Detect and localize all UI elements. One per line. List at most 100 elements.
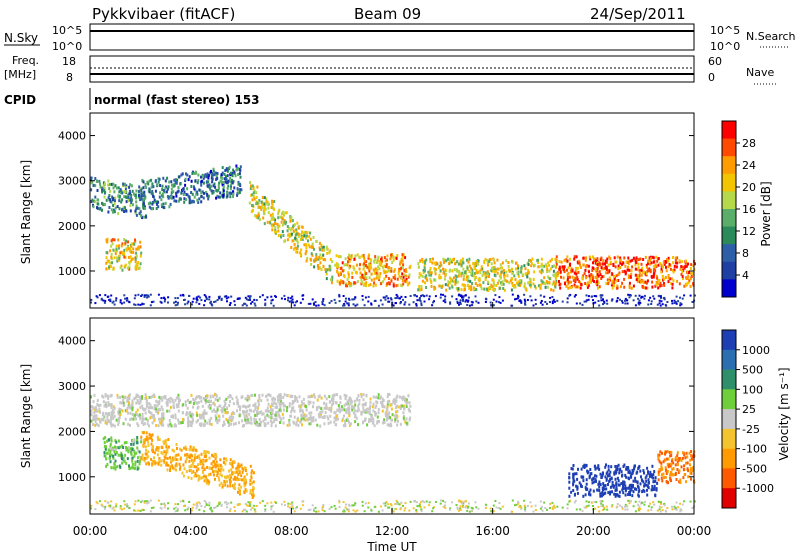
velocity-cell: [92, 415, 95, 419]
velocity-cell: [204, 397, 207, 400]
power-cell: [108, 194, 111, 197]
power-cell: [638, 277, 641, 281]
velocity-cell: [114, 467, 117, 471]
power-cell: [396, 296, 399, 299]
power-cell: [630, 272, 633, 276]
power-cell: [474, 262, 477, 266]
power-cell: [585, 300, 588, 303]
velocity-cell: [297, 416, 299, 420]
power-cell: [237, 180, 240, 184]
power-cell: [113, 202, 116, 206]
power-cell: [256, 214, 259, 218]
velocity-cell: [195, 401, 198, 405]
velocity-cell: [660, 465, 663, 469]
power-cell: [484, 257, 487, 261]
power-cell: [232, 194, 234, 198]
power-cell: [221, 176, 224, 180]
power-cell: [324, 268, 327, 271]
velocity-cell: [245, 413, 248, 417]
power-cell: [91, 180, 94, 184]
power-cell: [326, 251, 329, 255]
power-cell: [404, 279, 407, 283]
power-cell: [325, 277, 328, 281]
velocity-cell: [392, 399, 395, 403]
velocity-cell: [637, 490, 640, 494]
power-cell: [418, 298, 421, 301]
power-cell: [112, 210, 114, 214]
power-cell: [139, 210, 142, 214]
velocity-cell: [585, 478, 588, 482]
power-cell: [212, 184, 215, 188]
power-cell: [291, 298, 294, 301]
power-cell: [335, 262, 338, 266]
velocity-cell: [632, 469, 635, 473]
velocity-cell: [362, 406, 365, 410]
power-cell: [558, 280, 560, 283]
power-cell: [367, 300, 370, 303]
power-cell: [142, 180, 145, 184]
velocity-cell: [379, 396, 381, 400]
velocity-cell: [236, 398, 239, 402]
velocity-cell: [599, 472, 602, 476]
power-cell: [364, 296, 367, 299]
velocity-cell: [309, 422, 312, 426]
velocity-cell: [624, 489, 627, 493]
velocity-cell: [155, 448, 158, 452]
power-cell: [208, 183, 211, 187]
velocity-cell: [611, 490, 613, 494]
velocity-cell: [270, 505, 273, 508]
velocity-cell: [630, 472, 633, 476]
velocity-cell: [269, 394, 272, 398]
power-cell: [378, 276, 381, 280]
velocity-cell: [264, 409, 267, 413]
power-cell: [158, 195, 161, 199]
velocity-cell: [371, 414, 373, 418]
power-cell: [492, 266, 495, 270]
power-cell: [529, 278, 532, 282]
power-cell: [477, 278, 480, 282]
velocity-cell: [292, 507, 294, 510]
power-cell: [649, 270, 652, 274]
power-cell: [161, 188, 164, 192]
velocity-cell: [200, 422, 203, 426]
velocity-cell: [92, 423, 95, 427]
velocity-cell: [117, 420, 120, 424]
power-cell: [110, 182, 113, 186]
velocity-cell: [343, 393, 346, 397]
power-cell: [387, 277, 390, 280]
power-cell: [454, 262, 457, 266]
power-cell: [574, 294, 577, 296]
power-cell: [644, 280, 647, 284]
velocity-cell: [219, 458, 222, 462]
velocity-cell: [660, 473, 663, 477]
velocity-cell: [151, 406, 154, 410]
power-cell: [461, 283, 464, 287]
velocity-cell: [376, 415, 379, 419]
velocity-cell: [123, 459, 126, 463]
power-cell: [600, 296, 603, 299]
velocity-cell: [106, 451, 109, 455]
velocity-cell: [601, 494, 603, 498]
velocity-cell: [122, 399, 125, 402]
velocity-cell: [215, 418, 217, 422]
power-cell: [675, 302, 678, 305]
velocity-cell: [582, 465, 585, 468]
velocity-cell: [153, 414, 155, 418]
power-cell: [250, 210, 253, 214]
velocity-cell: [206, 395, 209, 399]
velocity-cell: [344, 424, 347, 428]
power-cell: [191, 300, 194, 303]
power-cell: [578, 261, 581, 265]
power-cell: [396, 283, 399, 287]
velocity-cell: [160, 423, 163, 427]
power-cell: [587, 298, 590, 301]
power-cell: [293, 242, 296, 246]
power-cell: [688, 271, 690, 274]
power-cell: [191, 192, 194, 196]
power-cell: [613, 277, 616, 281]
power-cell: [462, 277, 465, 281]
power-cell: [623, 277, 626, 281]
velocity-cell: [258, 422, 261, 426]
velocity-cell: [220, 408, 223, 412]
power-cell: [297, 226, 300, 230]
